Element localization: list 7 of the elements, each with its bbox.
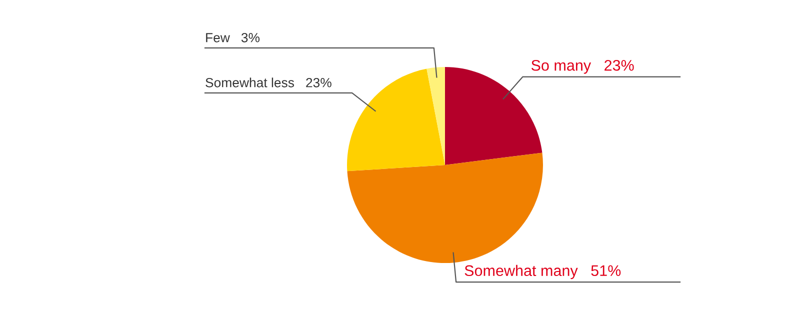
pie-slice — [347, 152, 543, 263]
slice-label: Few 3% — [206, 32, 260, 42]
pie-slice — [426, 67, 445, 165]
pie-slice — [347, 68, 445, 172]
slice-label: So many 23% — [531, 60, 634, 74]
slice-label: Somewhat many 51% — [464, 264, 621, 280]
slice-label: Somewhat less 23% — [206, 78, 332, 88]
